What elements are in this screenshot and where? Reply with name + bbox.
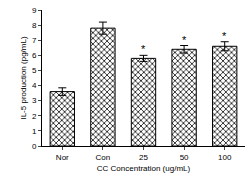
svg-text:Nor: Nor [56,153,69,162]
svg-text:IL-5 production (pg/mL): IL-5 production (pg/mL) [19,36,28,119]
svg-text:*: * [141,43,146,55]
svg-text:50: 50 [180,153,189,162]
svg-text:3: 3 [32,96,37,105]
svg-text:100: 100 [218,153,232,162]
svg-text:CC Concentration (ug/mL): CC Concentration (ug/mL) [97,164,191,173]
svg-text:*: * [222,30,227,42]
svg-text:Con: Con [96,153,111,162]
svg-text:7: 7 [32,36,37,45]
svg-text:0: 0 [32,142,37,151]
svg-text:5: 5 [32,66,37,75]
svg-text:25: 25 [139,153,148,162]
svg-text:9: 9 [32,6,37,15]
svg-text:6: 6 [32,51,37,60]
svg-text:8: 8 [32,21,37,30]
svg-text:4: 4 [32,81,37,90]
svg-text:1: 1 [32,127,37,136]
svg-text:*: * [182,34,187,46]
svg-text:2: 2 [32,112,37,121]
